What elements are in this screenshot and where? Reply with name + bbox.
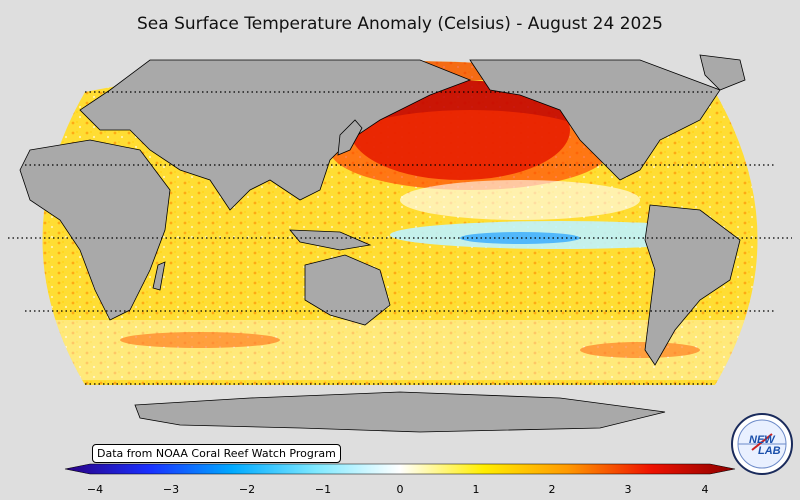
tick-label: −2 xyxy=(238,483,256,496)
logo-text-new: NEW xyxy=(749,434,776,446)
map-title: Sea Surface Temperature Anomaly (Celsius… xyxy=(137,14,663,34)
tick-label: 0 xyxy=(396,483,404,496)
colorbar-gradient xyxy=(64,463,736,475)
tick-label: 1 xyxy=(472,483,480,496)
japan-landmass xyxy=(337,119,363,156)
eurasia-landmass xyxy=(79,59,472,211)
colorbar xyxy=(64,463,736,475)
africa-landmass xyxy=(19,139,171,321)
indonesia-landmass xyxy=(289,229,372,251)
tick-label: −1 xyxy=(314,483,332,496)
latitude-lines xyxy=(8,91,792,385)
south-america-landmass xyxy=(644,204,741,366)
tick-label: 4 xyxy=(701,483,709,496)
antarctica-landmass xyxy=(134,391,666,433)
madagascar-landmass xyxy=(152,261,166,291)
greenland-landmass xyxy=(699,54,746,91)
data-credit-label: Data from NOAA Coral Reef Watch Program xyxy=(92,444,341,463)
australia-landmass xyxy=(304,254,391,326)
tick-label: −3 xyxy=(162,483,180,496)
tick-label: −4 xyxy=(86,483,104,496)
tick-label: 3 xyxy=(624,483,632,496)
logo-text-lab: LAB xyxy=(758,445,781,457)
newlab-logo: NEW LAB xyxy=(731,413,793,475)
tick-label: 2 xyxy=(548,483,556,496)
land-masses xyxy=(19,54,746,433)
